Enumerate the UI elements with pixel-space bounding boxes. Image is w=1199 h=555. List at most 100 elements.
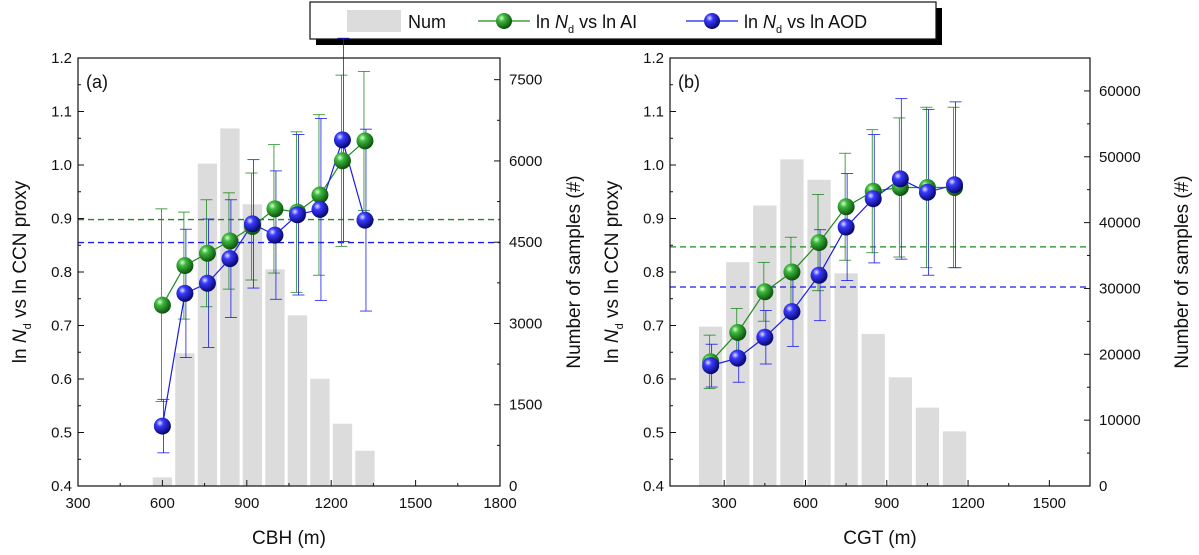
y-right-tick-label: 1500 <box>509 397 542 414</box>
y-left-tick-label: 1.0 <box>51 157 72 174</box>
x-axis-label: CBH (m) <box>252 528 326 549</box>
point-aod <box>176 284 194 302</box>
y-left-tick-label: 0.9 <box>51 211 72 228</box>
point-aod <box>729 349 747 367</box>
point-ai <box>198 244 216 262</box>
x-tick-label: 1800 <box>483 495 516 512</box>
x-tick-label: 1500 <box>399 495 432 512</box>
point-ai <box>729 323 747 341</box>
point-aod <box>864 190 882 208</box>
y-right-tick-label: 40000 <box>1099 215 1141 232</box>
point-ai <box>783 263 801 281</box>
point-aod <box>356 211 374 229</box>
point-aod <box>918 183 936 201</box>
bar-num <box>780 159 804 486</box>
y-left-tick-label: 1.0 <box>643 157 664 174</box>
bar-num <box>915 407 940 486</box>
legend-box <box>309 1 937 40</box>
legend-swatch-num <box>347 10 401 32</box>
point-aod <box>946 176 964 194</box>
y-right-tick-label: 60000 <box>1099 83 1141 100</box>
point-aod <box>837 218 855 236</box>
y-right-tick-label: 30000 <box>1099 280 1141 297</box>
y-left-tick-label: 0.5 <box>51 425 72 442</box>
y-left-tick-label: 1.2 <box>643 50 664 67</box>
series-line-aod <box>710 178 955 367</box>
x-tick-label: 600 <box>793 495 818 512</box>
point-aod <box>266 226 284 244</box>
x-tick-label: 1200 <box>951 495 984 512</box>
panel-label: (b) <box>678 72 700 92</box>
y-left-tick-label: 0.9 <box>643 211 664 228</box>
y-right-axis-label: Number of samples (#) <box>564 175 585 368</box>
y-left-axis-label: ln Nd vs ln CCN proxy <box>602 180 626 363</box>
x-tick-label: 1500 <box>1033 495 1066 512</box>
point-aod <box>288 206 306 224</box>
point-aod <box>891 170 909 188</box>
x-tick-label: 300 <box>65 495 90 512</box>
series-line-ai <box>710 186 955 363</box>
y-left-tick-label: 0.4 <box>643 478 664 495</box>
y-left-tick-label: 0.5 <box>643 425 664 442</box>
y-right-axis-label: Number of samples (#) <box>1172 175 1193 368</box>
y-left-tick-label: 0.8 <box>643 264 664 281</box>
y-left-tick-label: 0.6 <box>643 371 664 388</box>
bar-num <box>310 378 330 486</box>
x-tick-label: 900 <box>874 495 899 512</box>
panel-b: 300 600 900 1200 1500 0.4 0.5 0.6 0.7 0.8 0.9 1.0 1.… <box>602 50 1193 549</box>
bar-num <box>332 423 353 486</box>
point-aod <box>153 417 171 435</box>
point-aod <box>311 200 329 218</box>
series-line-aod <box>161 137 366 427</box>
series-line-ai <box>161 140 366 306</box>
bar-num <box>942 431 967 486</box>
bar-num <box>807 179 831 487</box>
y-right-tick-label: 6000 <box>509 153 542 170</box>
point-aod <box>243 215 261 233</box>
y-right-tick-label: 0 <box>509 478 517 495</box>
point-ai <box>837 198 855 216</box>
point-ai <box>221 232 239 250</box>
y-left-tick-label: 1.2 <box>51 50 72 67</box>
point-aod <box>783 303 801 321</box>
x-tick-label: 300 <box>712 495 737 512</box>
legend: Num ln Nd vs ln AI ln Nd vs ln AOD <box>309 1 942 45</box>
bar-num <box>834 273 858 486</box>
point-ai <box>176 257 194 275</box>
x-tick-label: 600 <box>150 495 175 512</box>
x-tick-label: 1200 <box>315 495 348 512</box>
legend-marker-ai <box>496 13 512 29</box>
legend-label-ai: ln Nd vs ln AI <box>536 12 637 36</box>
y-right-tick-label: 10000 <box>1099 412 1141 429</box>
point-ai <box>356 132 374 150</box>
y-left-tick-label: 0.4 <box>51 478 72 495</box>
point-aod <box>756 328 774 346</box>
point-ai <box>810 234 828 252</box>
y-right-tick-label: 0 <box>1099 478 1107 495</box>
legend-label-num: Num <box>408 12 446 32</box>
point-aod <box>221 250 239 268</box>
y-left-tick-label: 0.8 <box>51 264 72 281</box>
y-left-tick-label: 1.1 <box>643 104 664 121</box>
bar-num <box>220 128 240 487</box>
y-left-tick-label: 0.6 <box>51 371 72 388</box>
point-aod <box>702 357 720 375</box>
bar-num <box>287 315 308 486</box>
bar-num <box>175 353 195 486</box>
point-aod <box>198 274 216 292</box>
bar-num <box>698 326 723 486</box>
panel-a: 300 600 900 1200 1500 1800 0.4 0.5 0.6 0.7 0.8 0.9 1… <box>10 37 585 549</box>
point-aod <box>333 131 351 149</box>
bar-num <box>726 262 750 486</box>
bar-num <box>888 377 912 486</box>
bar-num <box>265 269 285 486</box>
point-ai <box>153 296 171 314</box>
point-ai <box>333 152 351 170</box>
point-ai <box>756 283 774 301</box>
legend-marker-aod <box>704 13 720 29</box>
point-ai <box>311 186 329 204</box>
legend-label-aod: ln Nd vs ln AOD <box>744 12 867 36</box>
x-tick-label: 900 <box>234 495 259 512</box>
bar-num <box>242 204 263 486</box>
